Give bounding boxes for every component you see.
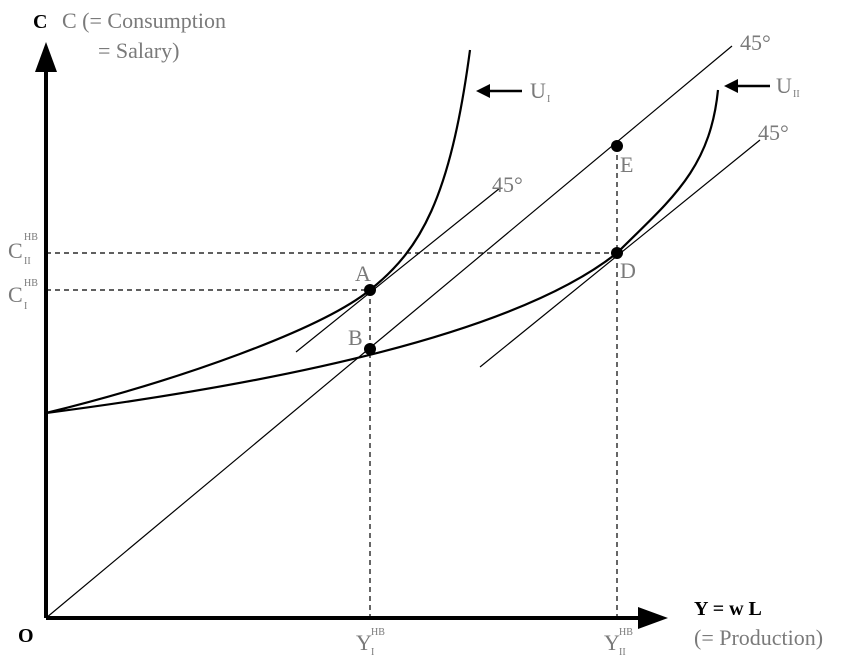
- u1-label-sub: I: [547, 94, 550, 105]
- tick-y1-sup: HB: [371, 627, 385, 638]
- u1-pointer-arrowhead: [476, 84, 490, 98]
- point-e: [611, 140, 623, 152]
- x-axis-title: Y = w L: [694, 598, 762, 620]
- u2-pointer-arrowhead: [724, 79, 738, 93]
- tick-y2-sup: HB: [619, 627, 633, 638]
- point-d: [611, 247, 623, 259]
- tick-c2-sub: II: [24, 256, 31, 267]
- u1-label: U: [530, 78, 546, 103]
- tick-c2-main: C: [8, 238, 23, 263]
- u2-label-sub: II: [793, 89, 800, 100]
- point-b-label: B: [348, 325, 363, 350]
- angle-label-top: 45°: [740, 30, 771, 55]
- y-axis-title-line1: C (= Consumption: [62, 8, 226, 33]
- tick-y2-main: Y: [604, 630, 620, 655]
- point-e-label: E: [620, 152, 633, 177]
- tick-c1-main: C: [8, 282, 23, 307]
- tick-y1-sub: I: [371, 647, 374, 658]
- y-axis-arrowhead: [35, 42, 57, 72]
- y-axis-title-line2: = Salary): [98, 38, 179, 63]
- tick-c1-sup: HB: [24, 278, 38, 289]
- point-a: [364, 284, 376, 296]
- y-axis-title-c: C: [33, 11, 47, 33]
- u2-label: U: [776, 73, 792, 98]
- angle-label-middle: 45°: [492, 172, 523, 197]
- tick-c1-sub: I: [24, 301, 27, 312]
- x-axis-arrowhead: [638, 607, 668, 629]
- point-a-label: A: [355, 261, 371, 286]
- x-axis-subtitle: (= Production): [694, 625, 823, 650]
- tick-y1-main: Y: [356, 630, 372, 655]
- indifference-curve-u1: [45, 49, 472, 415]
- tick-c2-sup: HB: [24, 232, 38, 243]
- point-d-label: D: [620, 258, 636, 283]
- tick-y2-sub: II: [619, 647, 626, 658]
- indifference-curve-u2: [45, 89, 720, 415]
- tangent-line-at-a: [295, 187, 501, 353]
- diagonal-45-line: [45, 45, 733, 619]
- point-b: [364, 343, 376, 355]
- angle-label-right: 45°: [758, 120, 789, 145]
- origin-label: O: [18, 625, 34, 647]
